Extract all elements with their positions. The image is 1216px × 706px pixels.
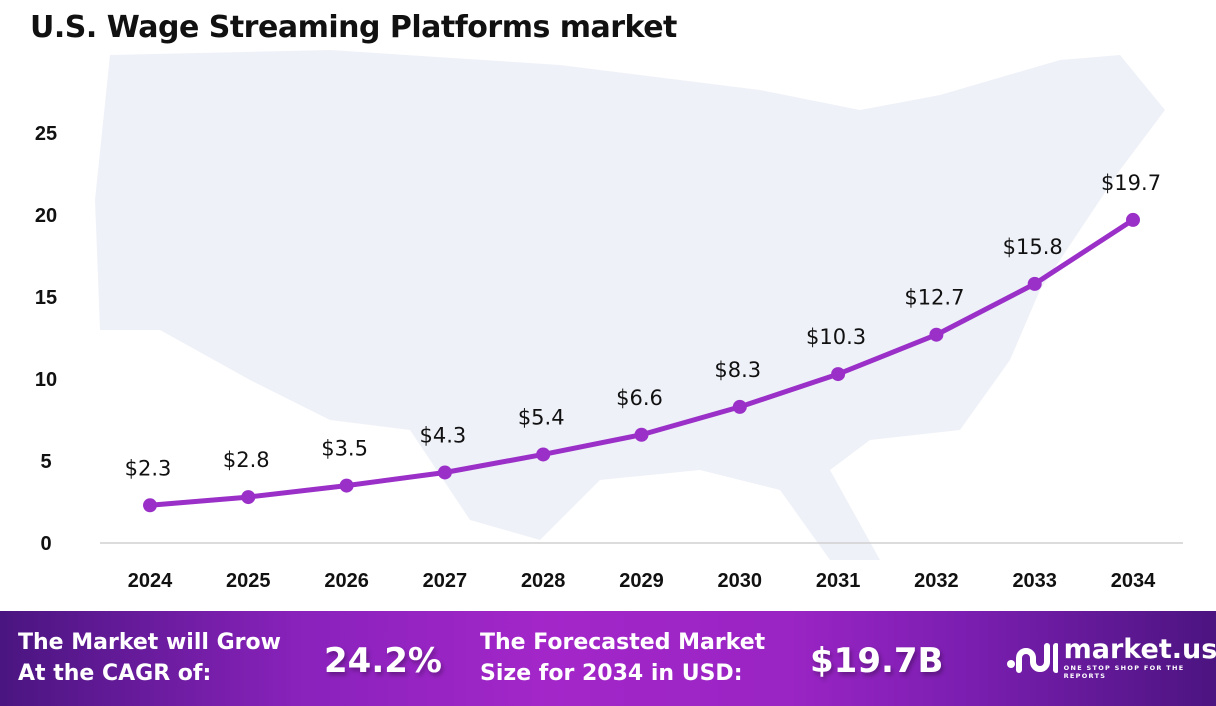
x-tick-label: 2024 xyxy=(128,570,173,592)
cagr-label-line1: The Market will Grow xyxy=(18,630,281,655)
data-label: $8.3 xyxy=(714,358,761,382)
data-point xyxy=(143,498,157,513)
y-tick-label: 20 xyxy=(35,205,57,227)
y-tick-label: 15 xyxy=(35,287,57,309)
logo-name: market.us xyxy=(1063,634,1216,665)
logo-icon xyxy=(1007,643,1058,673)
data-label: $4.3 xyxy=(420,423,467,447)
data-label: $19.7 xyxy=(1101,171,1161,195)
forecast-label-line1: The Forecasted Market xyxy=(480,630,766,655)
x-tick-label: 2031 xyxy=(816,570,861,592)
x-tick-label: 2032 xyxy=(914,570,959,592)
x-tick-label: 2026 xyxy=(324,570,369,592)
cagr-label: The Market will Grow At the CAGR of: xyxy=(18,627,281,689)
cagr-value: 24.2% xyxy=(324,641,442,681)
data-point xyxy=(732,399,747,414)
x-tick-label: 2033 xyxy=(1012,570,1057,592)
forecast-label: The Forecasted Market Size for 2034 in U… xyxy=(480,627,765,689)
y-tick-label: 10 xyxy=(35,369,57,391)
data-point xyxy=(536,447,551,462)
data-label: $6.6 xyxy=(616,386,663,410)
x-tick-label: 2029 xyxy=(619,570,664,592)
data-label: $12.7 xyxy=(904,286,964,310)
data-point xyxy=(929,327,944,342)
footer-banner: The Market will Grow At the CAGR of: 24.… xyxy=(0,611,1216,706)
data-label: $15.8 xyxy=(1003,235,1063,259)
data-point xyxy=(241,490,256,505)
cagr-label-line2: At the CAGR of: xyxy=(18,661,212,686)
x-tick-label: 2025 xyxy=(226,570,271,592)
x-tick-label: 2034 xyxy=(1111,570,1156,592)
x-tick-label: 2028 xyxy=(521,570,566,592)
y-tick-label: 0 xyxy=(40,533,51,555)
x-tick-label: 2030 xyxy=(718,570,763,592)
us-map-background xyxy=(95,50,1165,560)
chart-title: U.S. Wage Streaming Platforms market xyxy=(30,10,677,45)
data-point xyxy=(831,367,846,382)
data-point xyxy=(1126,212,1140,227)
data-label: $10.3 xyxy=(806,325,866,349)
data-label: $2.3 xyxy=(125,456,172,480)
data-label: $5.4 xyxy=(518,405,565,429)
data-point xyxy=(1027,276,1042,291)
data-point xyxy=(339,478,354,493)
market-us-logo: market.us ONE STOP SHOP FOR THE REPORTS xyxy=(1005,636,1216,680)
data-point xyxy=(634,427,649,442)
data-label: $2.8 xyxy=(223,448,270,472)
forecast-label-line2: Size for 2034 in USD: xyxy=(480,661,743,686)
data-label: $3.5 xyxy=(321,437,368,461)
x-tick-label: 2027 xyxy=(423,570,468,592)
y-tick-label: 5 xyxy=(40,451,51,473)
data-point xyxy=(437,465,452,480)
y-tick-label: 25 xyxy=(35,123,57,145)
forecast-value: $19.7B xyxy=(810,641,944,681)
logo-tagline: ONE STOP SHOP FOR THE REPORTS xyxy=(1063,664,1185,680)
